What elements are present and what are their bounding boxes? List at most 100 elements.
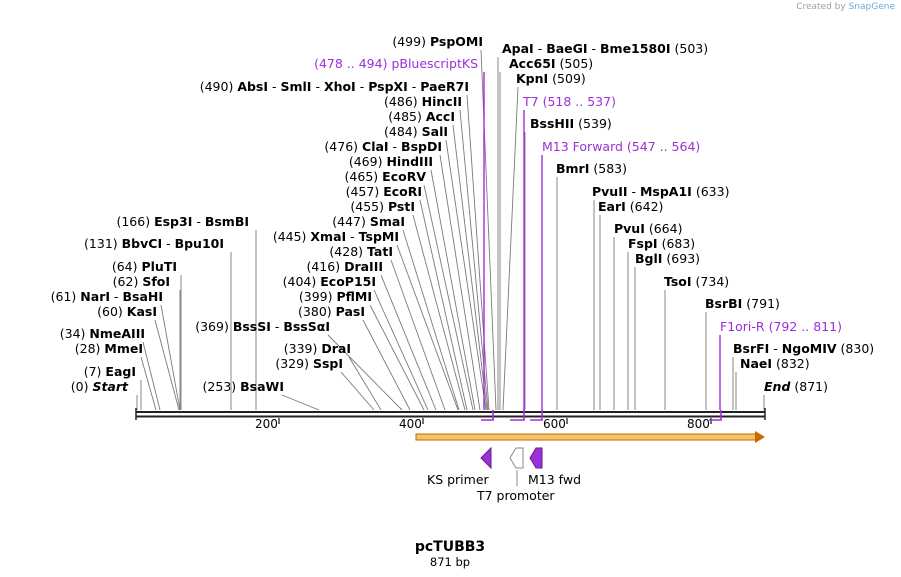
site-label-kasi[interactable]: (60) KasI [97,304,157,319]
primer-label-m13-forward[interactable]: M13 Forward (547 .. 564) [542,139,700,154]
site-label-mmei[interactable]: (28) MmeI [75,341,143,356]
site-label-apai[interactable]: ApaI - BaeGI - Bme1580I (503) [502,41,708,56]
primer-label-t7[interactable]: T7 (518 .. 537) [522,94,616,109]
primer-label-f1ori-r[interactable]: F1ori-R (792 .. 811) [720,319,842,334]
site-label-sspi[interactable]: (329) SspI [275,356,343,371]
enzyme-name-bme1580i: Bme1580I [600,41,670,56]
site-label-xmai[interactable]: (445) XmaI - TspMI [273,229,399,244]
site-label-tsoi[interactable]: TsoI (734) [664,274,729,289]
restriction-site-labels: (0) Start(7) EagI (28) MmeI(34) NmeAIII (6… [51,34,875,394]
site-position-ecop15i: (404) [283,274,317,289]
enzyme-name-bbvci: BbvCI [122,236,162,251]
label-separator: - [346,229,358,244]
site-label-ecop15i[interactable]: (404) EcoP15I [283,274,376,289]
site-position-eagi: (7) [84,364,102,379]
site-label-sfoi[interactable]: (62) SfoI [113,274,170,289]
site-label-smai[interactable]: (447) SmaI [332,214,405,229]
site-label-pluti[interactable]: (64) PluTI [112,259,177,274]
m13-fwd-arrow[interactable] [529,447,543,469]
enzyme-name-bsrbi: BsrBI [705,296,742,311]
orf-bar[interactable] [415,431,765,443]
site-position-pspomi: (499) [392,34,426,49]
site-position-kasi: (60) [97,304,123,319]
site-label-eari[interactable]: EarI (642) [598,199,663,214]
site-label-naei[interactable]: NaeI (832) [740,356,810,371]
site-position-bgli: (693) [666,251,700,266]
primer-site-labels: (478 .. 494) pBluescriptKS T7 (518 .. 537… [314,56,842,334]
site-leader-kpni [502,86,519,411]
label-separator: - [271,319,283,334]
site-label-bbvci[interactable]: (131) BbvCI - Bpu10I [84,236,224,251]
site-label-esp3i[interactable]: (166) Esp3I - BsmBI [116,214,249,229]
site-label-ecorv[interactable]: (465) EcoRV [345,169,427,184]
enzyme-name-eagi: EagI [105,364,136,379]
enzyme-name-kpni: KpnI [516,71,548,86]
t7-promoter-arrow[interactable] [509,447,524,469]
site-leader-pflmi [369,304,425,411]
enzyme-name-ecorv: EcoRV [382,169,426,184]
site-label-bsrfi[interactable]: BsrFI - NgoMIV (830) [733,341,874,356]
site-label-kpni[interactable]: KpnI (509) [516,71,586,86]
enzyme-name-bpu10i: Bpu10I [175,236,224,251]
site-label-tati[interactable]: (428) TatI [329,244,393,259]
enzyme-name-nmeaiii: NmeAIII [89,326,145,341]
site-position-pvuii: (633) [696,184,730,199]
enzyme-name-mspa1i: MspA1I [640,184,692,199]
label-separator: - [408,79,420,94]
enzyme-name-psti: PstI [388,199,415,214]
site-leader-lines [136,49,765,411]
site-label-bgli[interactable]: BglI (693) [635,251,700,266]
site-label-drai[interactable]: (339) DraI [284,341,351,356]
site-label-end[interactable]: End (871) [764,379,828,394]
enzyme-name-sali: SalI [422,124,448,139]
site-label-start[interactable]: (0) Start [71,379,129,394]
site-label-acci[interactable]: (485) AccI [388,109,455,124]
site-label-fspi[interactable]: FspI (683) [628,236,695,251]
site-label-pvui[interactable]: PvuI (664) [614,221,682,236]
label-separator: - [192,214,204,229]
site-label-bsawi[interactable]: (253) BsaWI [203,379,284,394]
site-label-psti[interactable]: (455) PstI [350,199,415,214]
site-label-eagi[interactable]: (7) EagI [84,364,136,379]
site-label-bsshii[interactable]: BssHII (539) [530,116,612,131]
site-label-draiii[interactable]: (416) DraIII [306,259,383,274]
enzyme-name-bspdi: BspDI [401,139,442,154]
label-separator: - [268,79,280,94]
site-leader-sspi [340,371,375,411]
enzyme-name-esp3i: Esp3I [154,214,192,229]
primer-label-pbluescriptks[interactable]: (478 .. 494) pBluescriptKS [314,56,478,71]
site-position-xmai: (445) [273,229,307,244]
enzyme-name-start: Start [92,379,129,394]
site-label-sali[interactable]: (484) SalI [384,124,448,139]
ks-primer-arrow[interactable] [480,446,492,470]
site-label-ecori[interactable]: (457) EcoRI [346,184,422,199]
enzyme-name-absi: AbsI [237,79,268,94]
site-label-nmeaiii[interactable]: (34) NmeAIII [60,326,145,341]
site-label-pasi[interactable]: (380) PasI [298,304,365,319]
site-label-bsrbi[interactable]: BsrBI (791) [705,296,780,311]
primer-name-pbluescriptks: pBluescriptKS [391,56,478,71]
primer-range-m13-forward: (547 .. 564) [627,139,700,154]
enzyme-name-sfoi: SfoI [142,274,170,289]
site-label-nari[interactable]: (61) NarI - BsaHI [51,289,163,304]
label-separator: - [389,139,401,154]
site-position-sali: (484) [384,124,418,139]
snapgene-credit: Created by SnapGene [796,2,895,12]
site-label-pflmi[interactable]: (399) PflMI [299,289,372,304]
site-label-hincii[interactable]: (486) HincII [384,94,462,109]
site-label-absi[interactable]: (490) AbsI - SmlI - XhoI - PspXI - PaeR7… [200,79,469,94]
label-separator: - [311,79,323,94]
site-label-bsssi[interactable]: (369) BssSI - BssSαI [195,319,330,334]
site-position-absi: (490) [200,79,234,94]
enzyme-name-bsshii: BssHII [530,116,574,131]
site-label-clai[interactable]: (476) ClaI - BspDI [324,139,442,154]
site-label-hindiii[interactable]: (469) HindIII [349,154,433,169]
enzyme-name-tati: TatI [367,244,393,259]
site-label-pvuii[interactable]: PvuII - MspA1I (633) [592,184,729,199]
site-label-acc65i[interactable]: Acc65I (505) [509,56,593,71]
label-separator: - [628,184,640,199]
enzyme-name-hindiii: HindIII [386,154,433,169]
enzyme-name-eari: EarI [598,199,626,214]
site-label-pspomi[interactable]: (499) PspOMI [392,34,483,49]
site-label-bmri[interactable]: BmrI (583) [556,161,627,176]
